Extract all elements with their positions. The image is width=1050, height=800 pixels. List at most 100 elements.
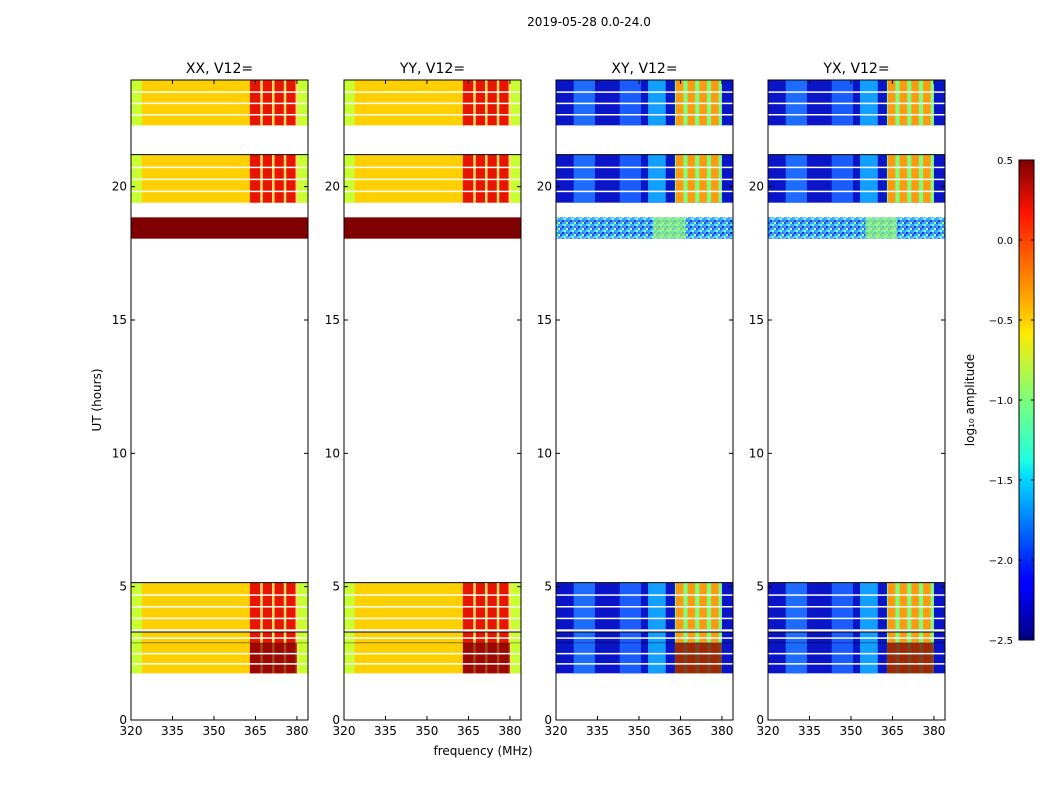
x-tick-label: 380: [285, 724, 308, 738]
y-tick-label: 10: [325, 446, 340, 460]
structure-band: [619, 642, 641, 674]
edge-band: [131, 642, 142, 674]
y-tick-label: 5: [332, 580, 340, 594]
x-tick-label: 320: [333, 724, 356, 738]
y-tick-label: 5: [119, 580, 127, 594]
x-tick-label: 365: [457, 724, 480, 738]
flag-line: [131, 190, 308, 193]
flag-line: [344, 178, 521, 181]
structure-band: [648, 642, 666, 674]
edge-band: [344, 642, 355, 674]
flag-line: [768, 637, 945, 639]
flag-line: [556, 606, 733, 608]
x-tick-label: 320: [120, 724, 143, 738]
flag-line: [768, 102, 945, 105]
data-block: [768, 217, 945, 239]
flag-line: [131, 652, 308, 655]
flag-line: [131, 663, 308, 665]
y-tick-label: 0: [756, 713, 764, 727]
x-tick-label: 365: [881, 724, 904, 738]
flag-line: [768, 190, 945, 193]
panel-frame: [343, 79, 522, 721]
x-tick-label: 335: [798, 724, 821, 738]
rfi-saturation: [249, 642, 297, 674]
flag-line: [768, 114, 945, 116]
y-tick-label: 10: [537, 446, 552, 460]
flag-line: [768, 91, 945, 93]
panel-frame: [130, 79, 309, 721]
structure-band: [831, 642, 853, 674]
edge-band: [510, 642, 521, 674]
data-block: [344, 582, 521, 630]
noise-hotspot: [865, 217, 898, 239]
panel-yy: 320 335 350 365 380 0 5 10 15 20 YY, V12=: [325, 61, 522, 738]
noise-block: [768, 217, 945, 239]
flag-line: [344, 617, 521, 620]
flag-line: [556, 663, 733, 665]
y-tick-label: 0: [119, 713, 127, 727]
x-tick-label: 380: [922, 724, 945, 738]
y-tick-label: 15: [325, 313, 340, 327]
panel-title: XY, V12=: [611, 61, 677, 77]
flag-line: [344, 606, 521, 608]
x-tick-label: 350: [416, 724, 439, 738]
flag-line: [131, 114, 308, 116]
y-tick-label: 0: [544, 713, 552, 727]
y-tick-label: 5: [756, 580, 764, 594]
x-tick-label: 365: [244, 724, 267, 738]
data-block: [131, 79, 308, 126]
flag-line: [556, 91, 733, 93]
noise-block: [556, 217, 733, 239]
flag-line: [556, 594, 733, 596]
data-block: [556, 631, 733, 643]
panel-xy: 320 335 350 365 380 0 5 10 15 20 XY, V12=: [537, 61, 734, 738]
data-block: [768, 582, 945, 630]
rfi-saturation: [462, 642, 510, 674]
flag-line: [344, 114, 521, 116]
flag-line: [768, 178, 945, 181]
flag-line: [556, 617, 733, 620]
data-block: [768, 154, 945, 203]
y-tick-label: 20: [749, 180, 764, 194]
flag-line: [768, 166, 945, 169]
colorbar-ticks: −2.5 −2.0 −1.5 −1.0 −0.5 0.0 0.5: [989, 156, 1034, 647]
data-block: [344, 642, 521, 674]
y-tick-label: 15: [749, 313, 764, 327]
panel-title: XX, V12=: [186, 61, 253, 77]
colorbar-label: log₁₀ amplitude: [963, 354, 977, 446]
y-tick-label: 0: [332, 713, 340, 727]
colorbar-tick-label: 0.5: [997, 156, 1013, 167]
flag-line: [768, 594, 945, 596]
flag-line: [344, 652, 521, 655]
data-block: [131, 154, 308, 203]
colorbar-tick-label: −1.5: [989, 476, 1013, 487]
y-tick-label: 15: [537, 313, 552, 327]
data-block: [556, 217, 733, 239]
x-tick-label: 335: [586, 724, 609, 738]
x-tick-label: 335: [161, 724, 184, 738]
flag-line: [131, 91, 308, 93]
data-block: [344, 631, 521, 643]
flag-line: [768, 617, 945, 620]
panel-yx: 320 335 350 365 380 0 5 10 15 20 YX, V12=: [749, 61, 946, 738]
x-tick-label: 320: [545, 724, 568, 738]
data-block: [131, 582, 308, 630]
x-tick-label: 335: [374, 724, 397, 738]
colorbar-tick-label: −0.5: [989, 316, 1013, 327]
data-block: [131, 642, 308, 674]
x-tick-label: 320: [757, 724, 780, 738]
data-block: [131, 631, 308, 643]
flag-line: [131, 606, 308, 608]
flag-line: [344, 663, 521, 665]
flag-line: [556, 637, 733, 639]
flag-line: [556, 102, 733, 105]
saturated-block: [131, 217, 308, 239]
colorbar: −2.5 −2.0 −1.5 −1.0 −0.5 0.0 0.5 log₁₀ amplitu…: [963, 156, 1035, 647]
x-tick-label: 350: [840, 724, 863, 738]
y-tick-label: 20: [112, 180, 127, 194]
x-tick-label: 365: [669, 724, 692, 738]
panel-frame: [767, 79, 946, 721]
y-tick-label: 10: [112, 446, 127, 460]
rfi-saturation: [674, 642, 722, 674]
